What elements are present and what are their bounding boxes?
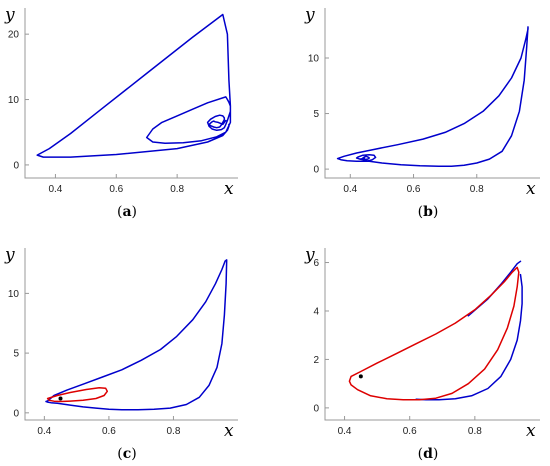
x-tick-label: 0.8	[167, 426, 181, 437]
x-tick-label: 0.6	[407, 184, 421, 195]
panel-letter: a	[122, 204, 131, 220]
x-tick-label: 0.4	[37, 426, 51, 437]
y-axis-label: y	[4, 245, 15, 265]
x-tick-label: 0.8	[170, 184, 184, 195]
x-tick-label: 0.6	[403, 426, 417, 437]
y-axis-label: y	[304, 245, 315, 265]
panel-letter: b	[423, 204, 433, 220]
x-tick-label: 0.4	[343, 184, 357, 195]
x-axis-label: x	[224, 421, 234, 441]
equilibrium-point	[58, 396, 63, 401]
y-tick-label: 0	[13, 408, 19, 419]
x-tick-label: 0.4	[338, 426, 352, 437]
series-line-1	[336, 26, 529, 168]
x-tick-label: 0.6	[109, 184, 123, 195]
y-tick-label: 20	[8, 30, 20, 41]
axes-frame	[24, 8, 238, 179]
panel-caption: (c)	[117, 446, 136, 462]
y-axis-label: y	[304, 5, 315, 25]
y-tick-label: 10	[8, 95, 20, 106]
series-line-1	[415, 273, 523, 401]
axes-frame	[324, 248, 540, 421]
axes-frame	[324, 8, 540, 179]
series-line-1	[36, 13, 232, 158]
x-tick-label: 0.6	[102, 426, 116, 437]
x-axis-label: x	[526, 421, 536, 441]
x-tick-label: 0.4	[48, 184, 62, 195]
panel-caption: (a)	[117, 204, 137, 220]
y-tick-label: 4	[313, 306, 319, 317]
x-axis-label: x	[224, 179, 234, 199]
panel-caption: (d)	[418, 446, 439, 462]
y-tick-label: 5	[313, 109, 319, 120]
panel-letter: c	[123, 446, 132, 462]
series-line-1	[45, 259, 228, 411]
panel-c: 0.4 0.6 0.8 0 5 10 x y (c)	[4, 245, 238, 462]
y-tick-label: 0	[313, 403, 319, 414]
y-tick-label: 10	[308, 54, 320, 65]
panel-b: 0.4 0.6 0.8 0 5 10 x y (b)	[304, 5, 540, 220]
y-tick-label: 10	[8, 289, 20, 300]
panel-a: 0.4 0.6 0.8 0 10 20 x y (a)	[4, 5, 238, 220]
y-tick-label: 5	[13, 349, 19, 360]
y-tick-label: 6	[313, 258, 319, 269]
x-tick-label: 0.8	[470, 184, 484, 195]
y-tick-label: 2	[313, 355, 319, 366]
panel-caption: (b)	[418, 204, 439, 220]
y-tick-label: 0	[13, 160, 19, 171]
y-tick-label: 0	[313, 165, 319, 176]
series-line-2	[348, 266, 520, 401]
x-tick-label: 0.8	[468, 426, 482, 437]
axes-frame	[24, 248, 238, 421]
panel-letter: d	[423, 446, 433, 462]
equilibrium-point	[358, 374, 363, 379]
panel-d: 0.4 0.6 0.8 0 2 4 6 x y (d)	[304, 245, 540, 462]
x-axis-label: x	[526, 179, 536, 199]
y-axis-label: y	[4, 5, 15, 25]
series-line-2	[46, 387, 109, 403]
